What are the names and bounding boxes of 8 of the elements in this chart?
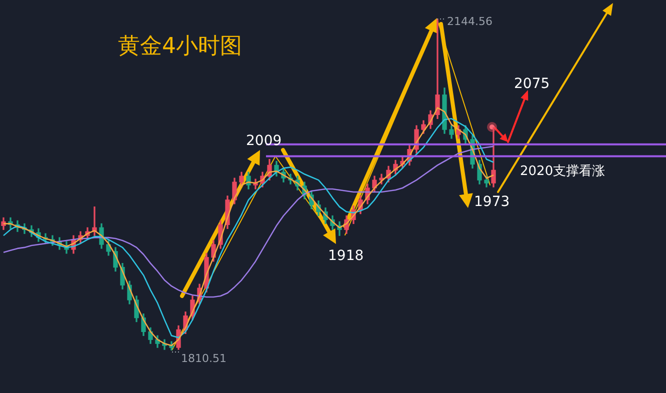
annotation: 2009 — [246, 133, 282, 149]
annotation: 1918 — [328, 248, 364, 264]
annotation: 1973 — [474, 194, 510, 210]
text: 2075 — [514, 76, 550, 92]
text: 黄金4小时图 — [118, 33, 242, 61]
annotation: 2144.56 — [447, 15, 492, 28]
text: 1810.51 — [181, 352, 226, 365]
text: 2020支撑看涨 — [520, 164, 606, 179]
